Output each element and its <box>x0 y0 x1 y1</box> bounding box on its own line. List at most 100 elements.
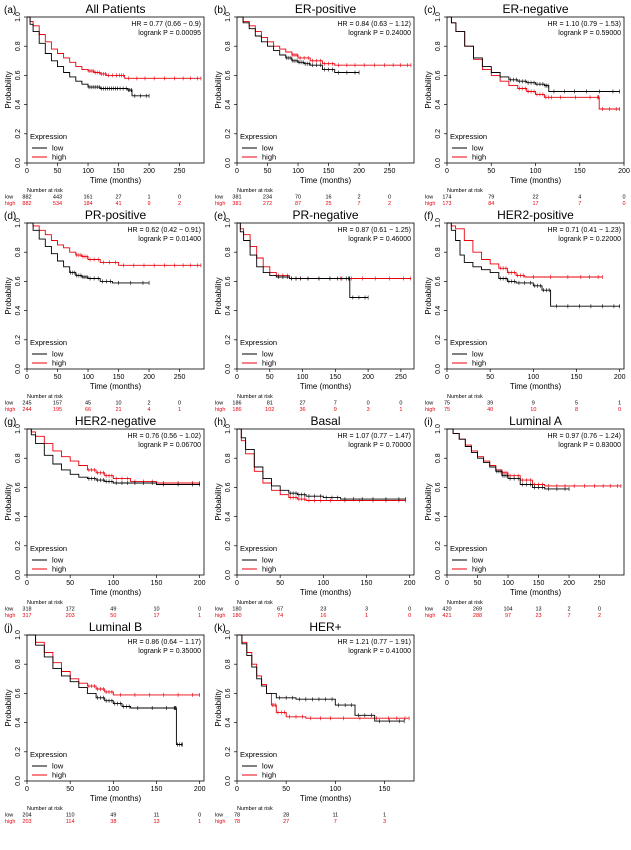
risk-count-low: 110 <box>66 813 75 819</box>
x-tick-label: 50 <box>54 374 62 381</box>
risk-count-high: 7 <box>578 201 581 207</box>
risk-count-low: 2 <box>358 195 361 201</box>
y-tick-label: 0.0 <box>15 364 22 374</box>
risk-row-label-low: low <box>425 607 433 613</box>
x-tick-label: 200 <box>404 580 416 587</box>
y-tick-label: 0.4 <box>15 512 22 522</box>
y-tick-label: 0.2 <box>435 335 442 345</box>
x-tick-label: 0 <box>445 374 449 381</box>
y-tick-label: 0.8 <box>15 659 22 669</box>
x-tick-label: 150 <box>329 374 341 381</box>
y-tick-label: 0.0 <box>225 776 232 786</box>
risk-table-title: Number at risk <box>27 600 63 606</box>
km-panel: (g) HER2-negative 0.0 0.2 0.4 0.6 0.8 1.0 Probab… <box>4 414 206 619</box>
risk-count-high: 7 <box>568 613 571 619</box>
y-axis-label: Probability <box>214 277 223 314</box>
risk-table-title: Number at risk <box>447 600 483 606</box>
risk-table-title: Number at risk <box>447 394 483 400</box>
plot-frame <box>236 16 415 164</box>
x-tick-label: 0 <box>235 580 239 587</box>
y-tick-label: 0.0 <box>15 158 22 168</box>
risk-count-high: 40 <box>487 407 493 413</box>
y-tick-label: 0.6 <box>435 276 442 286</box>
y-tick-label: 0.8 <box>225 453 232 463</box>
risk-count-low: 157 <box>53 401 62 407</box>
x-tick-label: 50 <box>474 580 482 587</box>
y-tick-label: 0.4 <box>225 306 232 316</box>
risk-row-label-low: low <box>215 401 223 407</box>
risk-row-label-low: low <box>425 195 433 201</box>
risk-count-high: 38 <box>110 819 116 825</box>
y-tick-label: 1.0 <box>15 218 22 228</box>
y-tick-label: 0.6 <box>225 688 232 698</box>
km-panel: (h) Basal 0.0 0.2 0.4 0.6 0.8 1.0 Probability 0 50… <box>214 414 416 619</box>
legend-label-low: low <box>262 144 274 153</box>
risk-count-high: 882 <box>22 201 31 207</box>
y-tick-label: 0.6 <box>15 70 22 80</box>
y-tick-label: 1.0 <box>15 424 22 434</box>
y-tick-label: 0.0 <box>15 776 22 786</box>
censor-marks-high <box>292 52 412 68</box>
x-axis-label: Time (months) <box>510 176 562 185</box>
legend-label-high: high <box>472 565 486 574</box>
logrank-p: logrank P = 0.59000 <box>558 30 621 37</box>
y-tick-label: 0.0 <box>435 158 442 168</box>
y-tick-label: 0.2 <box>225 129 232 139</box>
risk-count-low: 161 <box>83 195 92 201</box>
risk-count-high: 16 <box>320 613 326 619</box>
risk-count-low: 23 <box>320 607 326 613</box>
x-tick-label: 200 <box>194 580 206 587</box>
risk-count-low: 0 <box>178 401 181 407</box>
x-tick-label: 150 <box>151 580 163 587</box>
panel-title: HER2-negative <box>75 414 157 428</box>
risk-count-high: 421 <box>442 613 451 619</box>
legend-label-high: high <box>262 153 276 162</box>
x-tick-label: 200 <box>362 374 374 381</box>
risk-row-label-high: high <box>215 613 225 619</box>
legend-label-low: low <box>52 556 64 565</box>
risk-count-low: 318 <box>22 607 31 613</box>
risk-count-low: 81 <box>267 401 273 407</box>
risk-count-low: 0 <box>198 813 201 819</box>
risk-count-low: 10 <box>115 401 121 407</box>
plot-frame <box>26 428 205 576</box>
legend-title: Expression <box>240 338 277 347</box>
risk-count-high: 203 <box>22 819 31 825</box>
risk-count-low: 11 <box>154 813 160 819</box>
risk-count-low: 70 <box>295 195 301 201</box>
panel-title: Luminal A <box>509 414 562 428</box>
risk-count-high: 0 <box>408 613 411 619</box>
legend-label-low: low <box>262 762 274 771</box>
risk-row-label-high: high <box>425 201 435 207</box>
plot-frame <box>236 634 415 782</box>
risk-count-high: 1 <box>399 407 402 413</box>
censor-marks-low <box>88 476 200 487</box>
logrank-p: logrank P = 0.46000 <box>348 236 411 243</box>
risk-row-label-low: low <box>5 401 13 407</box>
risk-table-title: Number at risk <box>237 188 273 194</box>
logrank-p: logrank P = 0.01400 <box>138 236 201 243</box>
logrank-p: logrank P = 0.06700 <box>138 442 201 449</box>
panel-tag: (j) <box>4 623 13 634</box>
panel-tag: (g) <box>4 417 16 428</box>
x-tick-label: 50 <box>266 374 274 381</box>
panel-title: ER-negative <box>502 2 568 16</box>
x-tick-label: 250 <box>594 580 606 587</box>
legend-label-high: high <box>472 153 486 162</box>
risk-row-label-high: high <box>5 201 15 207</box>
x-axis-label: Time (months) <box>90 176 142 185</box>
x-tick-label: 100 <box>82 168 94 175</box>
km-curve-low <box>447 16 620 92</box>
risk-row-label-high: high <box>215 201 225 207</box>
y-tick-label: 0.2 <box>435 541 442 551</box>
y-tick-label: 0.8 <box>435 41 442 51</box>
km-curve-low <box>27 16 150 97</box>
y-tick-label: 0.0 <box>225 364 232 374</box>
y-axis-label: Probability <box>4 277 13 314</box>
panel-title: All Patients <box>85 2 145 16</box>
km-panel: (j) Luminal B 0.0 0.2 0.4 0.6 0.8 1.0 Probabilit… <box>4 620 206 825</box>
legend-label-high: high <box>472 359 486 368</box>
risk-count-low: 27 <box>299 401 305 407</box>
x-tick-label: 150 <box>361 580 373 587</box>
risk-count-high: 2 <box>388 201 391 207</box>
